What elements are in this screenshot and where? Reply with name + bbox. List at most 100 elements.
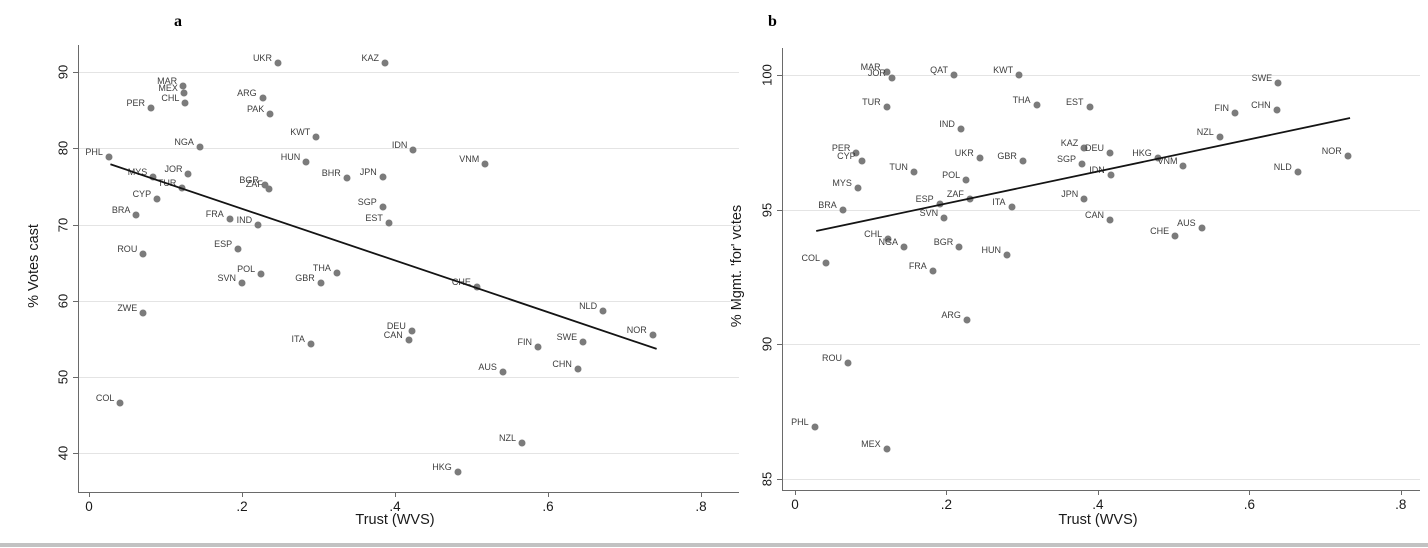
data-point (883, 445, 891, 453)
gridline (782, 75, 1420, 76)
y-axis-tick (777, 209, 782, 211)
country-label: QAT (930, 65, 949, 75)
country-label: EST (365, 213, 383, 223)
x-axis-tick-label: .8 (1395, 497, 1407, 512)
data-point (481, 160, 489, 168)
country-label: THA (1012, 94, 1031, 105)
country-label: FIN (1214, 102, 1229, 113)
data-point (149, 173, 157, 181)
country-label: IDN (391, 139, 408, 150)
y-axis-tick-label: 60 (55, 293, 71, 309)
x-axis-tick (1249, 490, 1251, 495)
country-label: MAR (860, 62, 881, 73)
data-point (385, 219, 393, 227)
country-label: JOR (867, 67, 886, 78)
data-point (1015, 71, 1023, 79)
data-point (884, 235, 892, 243)
panel-b-y-axis-title: % Mgmt. 'for' votes (729, 204, 745, 328)
country-label: ARG (237, 87, 257, 98)
x-axis-line (782, 490, 1420, 491)
panel-b-x-axis-title: Trust (WVS) (1058, 512, 1138, 528)
x-axis-tick-label: .4 (1092, 497, 1104, 512)
country-label: KWT (290, 126, 311, 137)
data-point (379, 203, 387, 211)
x-axis-tick (395, 492, 396, 497)
y-axis-tick-label: 90 (55, 64, 71, 80)
country-label: MYS (127, 167, 148, 178)
country-label: GBR (997, 151, 1017, 162)
country-label: MYS (832, 177, 852, 188)
gridline (782, 478, 1420, 480)
data-point (1107, 171, 1115, 179)
country-label: POL (942, 169, 961, 180)
country-label: CYP (837, 151, 856, 162)
country-label: KAZ (1060, 137, 1079, 148)
country-label: HUN (981, 245, 1002, 256)
trend-line (816, 117, 1351, 232)
x-axis-tick-label: .8 (695, 499, 707, 514)
data-point (822, 259, 830, 267)
y-axis-tick (777, 344, 782, 345)
data-point (599, 307, 607, 315)
country-label: CHN (552, 359, 572, 370)
data-point (1198, 224, 1206, 232)
country-label: PHL (791, 417, 809, 428)
gridline (78, 148, 739, 150)
country-label: TUR (157, 177, 177, 188)
x-axis-tick (242, 492, 243, 497)
data-point (858, 157, 866, 165)
country-label: SWE (1251, 73, 1273, 84)
data-point (1171, 232, 1179, 240)
country-label: NZL (1196, 126, 1214, 137)
country-label: JOR (164, 164, 183, 175)
data-point (257, 270, 265, 278)
country-label: NGA (174, 136, 194, 147)
data-point (307, 340, 315, 348)
country-label: JPN (1061, 188, 1079, 199)
data-point (379, 173, 387, 181)
data-point (976, 154, 984, 162)
country-label: VNM (459, 154, 480, 165)
country-label: CAN (1085, 210, 1105, 221)
country-label: UKR (252, 52, 272, 63)
x-axis-tick-label: 0 (791, 497, 799, 512)
panel-a-label: a (174, 13, 182, 30)
country-label: AUS (478, 361, 497, 372)
y-axis-tick-label: 100 (759, 64, 775, 86)
country-label: ITA (992, 196, 1006, 207)
data-point (1033, 101, 1041, 109)
country-label: IND (939, 118, 955, 129)
data-point (408, 327, 416, 335)
data-point (534, 343, 542, 351)
y-axis-tick-label: 40 (55, 446, 71, 461)
data-point (839, 206, 847, 213)
y-axis-tick-label: 80 (55, 141, 71, 156)
country-label: PAK (246, 103, 265, 114)
country-label: SGP (1056, 153, 1076, 164)
country-label: MEX (158, 83, 178, 94)
data-point (265, 185, 273, 193)
data-point (1106, 149, 1114, 157)
country-label: NGA (878, 237, 899, 248)
data-point (259, 94, 267, 102)
data-point (888, 74, 896, 82)
country-label: HUN (280, 151, 301, 162)
country-label: PER (126, 97, 145, 108)
x-axis-tick-label: .2 (236, 499, 248, 514)
y-axis-tick (73, 224, 78, 226)
panel-b-label: b (768, 13, 777, 30)
trend-line (110, 163, 657, 350)
x-axis-tick-label: .4 (389, 499, 401, 514)
data-point (105, 153, 113, 161)
data-point (343, 174, 351, 182)
data-point (1231, 109, 1239, 117)
data-point (1273, 106, 1281, 114)
country-label: SWE (556, 331, 578, 342)
country-label: IDN (1089, 164, 1105, 175)
data-point (405, 336, 413, 344)
country-label: SGP (357, 196, 377, 207)
country-label: ESP (214, 238, 233, 249)
y-axis-tick (777, 75, 782, 76)
data-point (1078, 160, 1086, 168)
